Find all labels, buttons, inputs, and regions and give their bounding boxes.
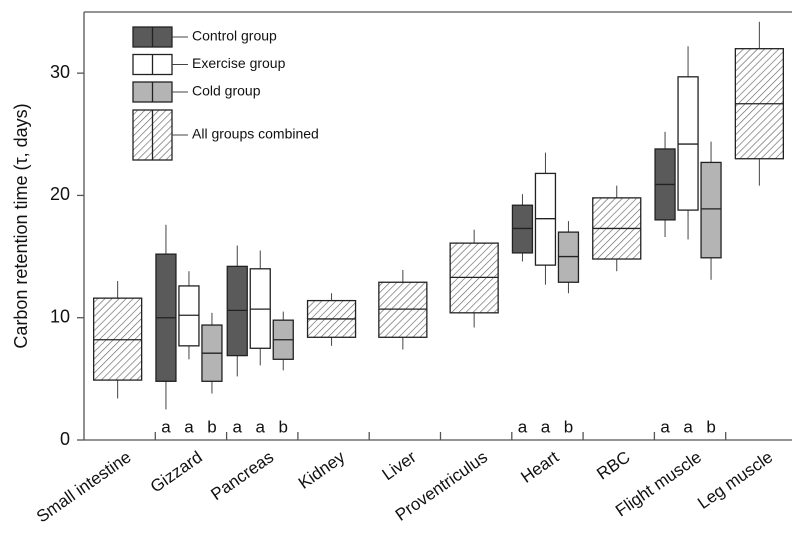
legend-label: All groups combined <box>192 126 319 142</box>
y-tick-label: 10 <box>50 306 70 326</box>
box <box>700 161 722 259</box>
y-tick-label: 0 <box>60 429 70 449</box>
y-tick-label: 20 <box>50 184 70 204</box>
significance-letter: b <box>706 417 715 436</box>
significance-letter: a <box>184 417 194 436</box>
significance-letter: b <box>564 417 573 436</box>
x-tick-label: Small intestine <box>33 447 134 526</box>
legend-label: Control group <box>192 28 277 44</box>
x-tick-label: Kidney <box>295 447 349 493</box>
significance-letter: a <box>518 417 528 436</box>
significance-letter: b <box>279 417 288 436</box>
x-tick-label: Pancreas <box>207 447 277 504</box>
legend-label: Exercise group <box>192 55 286 71</box>
significance-letter: a <box>256 417 266 436</box>
significance-letter: a <box>541 417 551 436</box>
x-tick-label: Liver <box>379 447 420 484</box>
significance-letter: a <box>683 417 693 436</box>
y-axis-label: Carbon retention time (τ, days) <box>11 103 31 348</box>
significance-letter: a <box>233 417 243 436</box>
y-tick-label: 30 <box>50 62 70 82</box>
significance-letter: b <box>207 417 216 436</box>
significance-letter: a <box>161 417 171 436</box>
x-tick-label: RBC <box>593 447 633 483</box>
x-tick-label: Leg muscle <box>694 447 776 512</box>
legend-label: Cold group <box>192 83 261 99</box>
x-tick-label: Heart <box>517 447 562 487</box>
x-tick-label: Gizzard <box>147 447 206 496</box>
significance-letter: a <box>660 417 670 436</box>
